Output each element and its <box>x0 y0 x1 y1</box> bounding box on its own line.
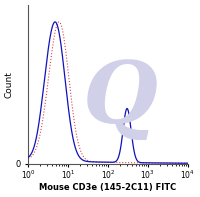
Text: Q: Q <box>83 57 158 140</box>
X-axis label: Mouse CD3e (145-2C11) FITC: Mouse CD3e (145-2C11) FITC <box>39 183 177 192</box>
Y-axis label: Count: Count <box>5 71 14 98</box>
